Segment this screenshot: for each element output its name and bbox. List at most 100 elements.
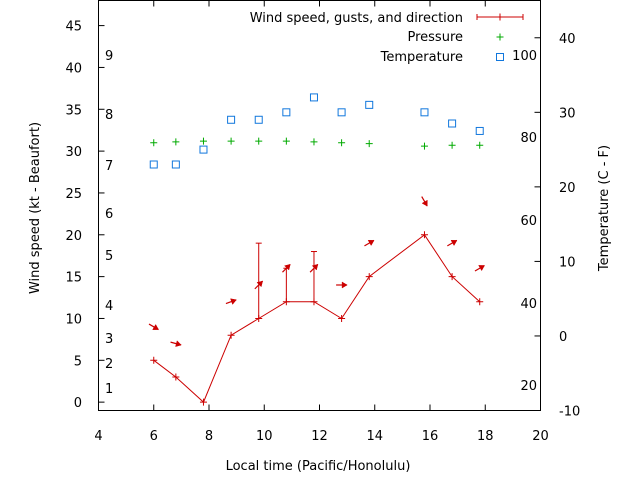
y-tick-label: 45 xyxy=(65,20,82,35)
wind-direction-arrowhead xyxy=(311,264,319,271)
beaufort-label: 8 xyxy=(105,108,113,123)
series-layer xyxy=(148,93,485,406)
beaufort-label: 1 xyxy=(105,382,113,397)
legend-sample-pressure xyxy=(496,33,504,41)
x-tick-label: 12 xyxy=(311,429,328,444)
beaufort-label: 3 xyxy=(105,332,113,347)
y-tick-label: 10 xyxy=(65,312,82,327)
y-tick-label: 25 xyxy=(65,187,82,202)
y-axis-ticks: 0 5 10 15 20 25 30 35 40 45 xyxy=(65,20,105,411)
pressure-point xyxy=(420,142,428,150)
wind-speed-point xyxy=(420,231,428,239)
pressure-point xyxy=(448,141,456,149)
wind-speed-point xyxy=(282,298,290,306)
x-tick-label: 10 xyxy=(256,429,273,444)
wind-speed-point xyxy=(476,298,484,306)
x-tick-label: 20 xyxy=(532,429,549,444)
y-tick-label: 40 xyxy=(65,61,82,76)
beaufort-label: 2 xyxy=(105,357,113,372)
legend-label-pressure: Pressure xyxy=(407,30,463,45)
temperature-point xyxy=(475,126,484,135)
y-tick-label: 0 xyxy=(74,396,82,411)
fahrenheit-label: 20 xyxy=(520,379,537,394)
beaufort-labels: 1 2 3 4 5 6 7 8 9 xyxy=(105,49,113,397)
pressure-point xyxy=(172,138,180,146)
fahrenheit-label: 60 xyxy=(520,214,537,229)
temperature-point xyxy=(420,108,429,117)
x-axis-label: Local time (Pacific/Honolulu) xyxy=(226,459,411,474)
wind-speed-point xyxy=(365,273,373,281)
pressure-point xyxy=(282,137,290,145)
temperature-point xyxy=(171,160,180,169)
wind-speed-point xyxy=(255,314,263,322)
y2-tick-label: 30 xyxy=(559,106,576,121)
wind-speed-point xyxy=(199,398,207,406)
wind-speed-point xyxy=(150,356,158,364)
y2-tick-label: 40 xyxy=(559,32,576,47)
pressure-point xyxy=(150,139,158,147)
wind-direction-arrowhead xyxy=(341,281,348,289)
wind-direction-arrowhead xyxy=(450,240,458,247)
y-axis-label: Wind speed (kt - Beaufort) xyxy=(28,122,43,294)
y2-tick-label: 0 xyxy=(559,330,567,345)
wind-direction-arrowhead xyxy=(421,199,428,207)
fahrenheit-label: 100 xyxy=(512,49,537,64)
y2-axis-label: Temperature (C - F) xyxy=(597,145,612,272)
fahrenheit-label: 40 xyxy=(520,297,537,312)
legend-sample-wind-point xyxy=(496,13,504,21)
beaufort-label: 5 xyxy=(105,249,113,264)
temperature-point xyxy=(337,108,346,117)
temperature-point xyxy=(282,108,291,117)
x-tick-label: 18 xyxy=(477,429,494,444)
x-tick-label: 4 xyxy=(94,429,102,444)
wind-direction-arrowhead xyxy=(367,240,375,247)
wind-direction-arrowhead xyxy=(152,323,159,330)
wind-speed-point xyxy=(448,273,456,281)
x-tick-label: 16 xyxy=(422,429,439,444)
pressure-point xyxy=(227,137,235,145)
pressure-point xyxy=(199,137,207,145)
legend-sample-temperature xyxy=(496,53,504,61)
wind-speed-point xyxy=(310,298,318,306)
beaufort-label: 4 xyxy=(105,299,113,314)
pressure-point xyxy=(338,139,346,147)
y2-tick-label: 10 xyxy=(559,255,576,270)
legend-label-temperature: Temperature xyxy=(380,50,463,65)
y-tick-label: 5 xyxy=(74,354,82,369)
wind-speed-point xyxy=(227,331,235,339)
x-axis-ticks: 4 6 8 10 12 14 16 18 20 xyxy=(94,0,549,444)
wind-direction-arrowhead xyxy=(478,265,485,272)
temperature-point xyxy=(254,115,263,124)
temperature-point xyxy=(309,93,318,102)
wind-direction-arrowhead xyxy=(230,298,237,305)
temperature-point xyxy=(448,119,457,128)
wind-direction-arrowhead xyxy=(175,340,182,347)
legend: Wind speed, gusts, and direction Pressur… xyxy=(250,11,524,65)
beaufort-label: 9 xyxy=(105,49,113,64)
pressure-point xyxy=(365,140,373,148)
x-tick-label: 14 xyxy=(366,429,383,444)
y2-axis-ticks: -10 0 10 20 30 40 xyxy=(534,32,580,420)
wind-speed-line xyxy=(153,234,481,403)
temperature-point xyxy=(149,160,158,169)
pressure-point xyxy=(476,141,484,149)
y-tick-label: 20 xyxy=(65,229,82,244)
wind-direction-arrowhead xyxy=(284,264,291,271)
plot-frame xyxy=(98,0,541,411)
fahrenheit-labels: 20 40 60 80 100 xyxy=(512,49,537,394)
beaufort-label: 6 xyxy=(105,207,113,222)
y-tick-label: 30 xyxy=(65,145,82,160)
wind-speed-point xyxy=(172,373,180,381)
pressure-point xyxy=(310,138,318,146)
x-tick-label: 8 xyxy=(205,429,213,444)
legend-label-wind: Wind speed, gusts, and direction xyxy=(250,11,463,26)
y-tick-label: 15 xyxy=(65,271,82,286)
wind-direction-arrowhead xyxy=(256,280,263,288)
temperature-point xyxy=(199,145,208,154)
y-tick-label: 35 xyxy=(65,103,82,118)
x-tick-label: 6 xyxy=(150,429,158,444)
y2-tick-label: 20 xyxy=(559,181,576,196)
y2-tick-label: -10 xyxy=(559,405,580,420)
